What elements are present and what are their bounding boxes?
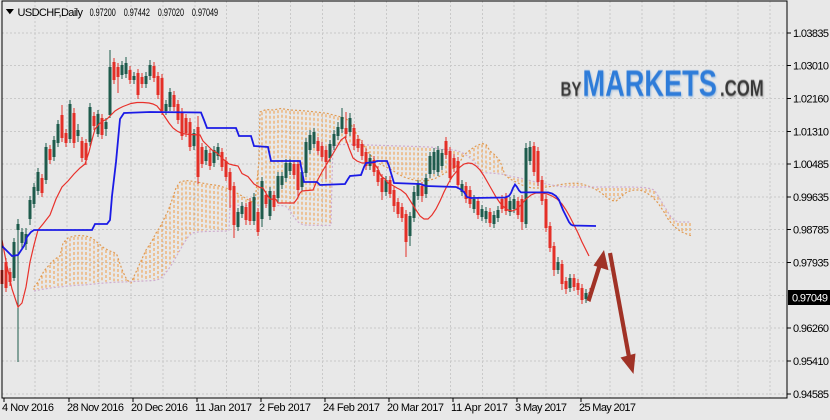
svg-text:MARKETS: MARKETS: [582, 63, 716, 104]
svg-text:.COM: .COM: [721, 78, 765, 103]
svg-text:USDCHF,Daily: USDCHF,Daily: [18, 7, 84, 19]
svg-text:28 Nov 2016: 28 Nov 2016: [67, 402, 124, 414]
svg-text:0.96260: 0.96260: [793, 323, 829, 335]
svg-text:.COM: .COM: [720, 76, 764, 101]
svg-text:1.00485: 1.00485: [793, 159, 829, 171]
svg-text:0.94585: 0.94585: [793, 389, 829, 401]
svg-text:0.97020: 0.97020: [158, 7, 184, 19]
svg-text:0.99635: 0.99635: [793, 192, 829, 204]
svg-text:BY: BY: [561, 78, 582, 101]
svg-text:3 May 2017: 3 May 2017: [515, 402, 567, 414]
svg-text:0.97935: 0.97935: [793, 258, 829, 270]
svg-text:11 Apr 2017: 11 Apr 2017: [451, 402, 508, 414]
svg-text:1.02160: 1.02160: [793, 93, 829, 105]
svg-text:0.98785: 0.98785: [793, 225, 829, 237]
svg-text:20 Mar 2017: 20 Mar 2017: [387, 402, 444, 414]
svg-text:0.97442: 0.97442: [124, 7, 150, 19]
svg-text:20 Dec 2016: 20 Dec 2016: [131, 402, 188, 414]
svg-text:1.03835: 1.03835: [793, 28, 829, 40]
svg-text:0.97049: 0.97049: [792, 293, 828, 305]
svg-text:1.03010: 1.03010: [793, 61, 829, 73]
svg-text:0.97049: 0.97049: [192, 7, 218, 19]
svg-text:2 Feb 2017: 2 Feb 2017: [259, 402, 311, 414]
svg-text:25 May 2017: 25 May 2017: [579, 402, 636, 414]
svg-text:24 Feb 2017: 24 Feb 2017: [323, 402, 380, 414]
svg-text:MARKETS: MARKETS: [584, 64, 718, 105]
svg-text:4 Nov 2016: 4 Nov 2016: [2, 402, 54, 414]
svg-text:1.01310: 1.01310: [793, 126, 829, 138]
svg-text:BY: BY: [562, 79, 583, 102]
svg-text:0.97200: 0.97200: [90, 7, 116, 19]
svg-text:0.95410: 0.95410: [793, 356, 829, 368]
svg-text:11 Jan 2017: 11 Jan 2017: [195, 402, 252, 414]
